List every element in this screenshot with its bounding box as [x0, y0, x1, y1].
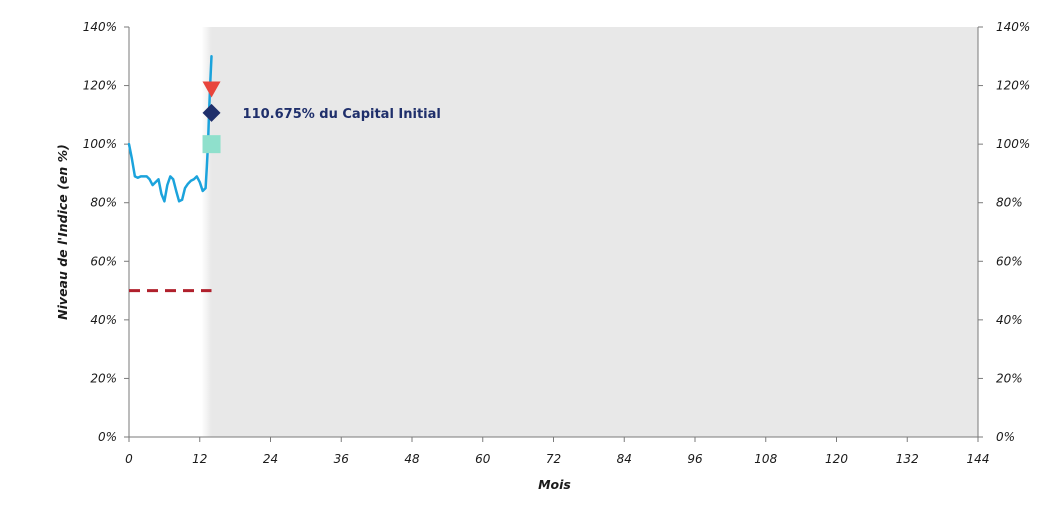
- x-tick-label: 60: [475, 452, 491, 466]
- x-tick-label: 96: [687, 452, 703, 466]
- right-y-tick-label: 60%: [996, 254, 1023, 268]
- x-tick-label: 120: [825, 452, 848, 466]
- annotation-capital-initial: 110.675% du Capital Initial: [243, 107, 441, 122]
- square-marker: [202, 135, 221, 154]
- x-tick-label: 0: [125, 452, 133, 466]
- x-tick-label: 24: [263, 452, 278, 466]
- marker-layer: [202, 81, 221, 154]
- right-y-tick-labels: 0% 20% 40% 60% 80% 100% 120% 140%: [978, 20, 1030, 444]
- index-line: [127, 55, 213, 203]
- left-y-tick-label: 40%: [90, 313, 117, 327]
- right-y-tick-label: 140%: [996, 20, 1030, 34]
- right-y-tick-label: 100%: [996, 137, 1030, 151]
- x-tick-label: 48: [404, 452, 420, 466]
- x-tick-label: 36: [334, 452, 350, 466]
- left-y-tick-label: 140%: [83, 20, 117, 34]
- x-tick-label: 84: [617, 452, 632, 466]
- right-y-tick-label: 120%: [996, 79, 1030, 93]
- x-tick-label: 132: [896, 452, 919, 466]
- shaded-region-edge: [201, 27, 212, 437]
- left-y-tick-label: 80%: [90, 196, 117, 210]
- left-y-tick-labels: 0% 20% 40% 60% 80% 100% 120% 140%: [83, 20, 129, 444]
- right-y-tick-label: 40%: [996, 313, 1023, 327]
- right-y-tick-label: 0%: [996, 430, 1015, 444]
- x-tick-label: 12: [192, 452, 207, 466]
- future-shaded-region-layer: [201, 27, 978, 437]
- left-y-tick-label: 0%: [98, 430, 117, 444]
- x-tick-labels: 0 12 24 36 48 60 72 84 96 108 120 132 144: [125, 437, 989, 466]
- series-layer: [127, 55, 213, 293]
- right-y-tick-label: 20%: [996, 371, 1023, 385]
- x-axis-title: Mois: [538, 477, 571, 492]
- right-y-tick-label: 80%: [996, 196, 1023, 210]
- y-axis-title: Niveau de l'Indice (en %): [55, 144, 70, 320]
- left-y-tick-label: 120%: [83, 79, 117, 93]
- left-y-tick-label: 100%: [83, 137, 117, 151]
- left-y-tick-label: 20%: [90, 371, 117, 385]
- left-y-tick-label: 60%: [90, 254, 117, 268]
- shaded-region: [211, 27, 978, 437]
- x-tick-label: 72: [546, 452, 561, 466]
- x-tick-label: 144: [967, 452, 990, 466]
- triangle-down-marker: [202, 81, 221, 98]
- diamond-marker: [202, 103, 221, 122]
- x-tick-label: 108: [754, 452, 777, 466]
